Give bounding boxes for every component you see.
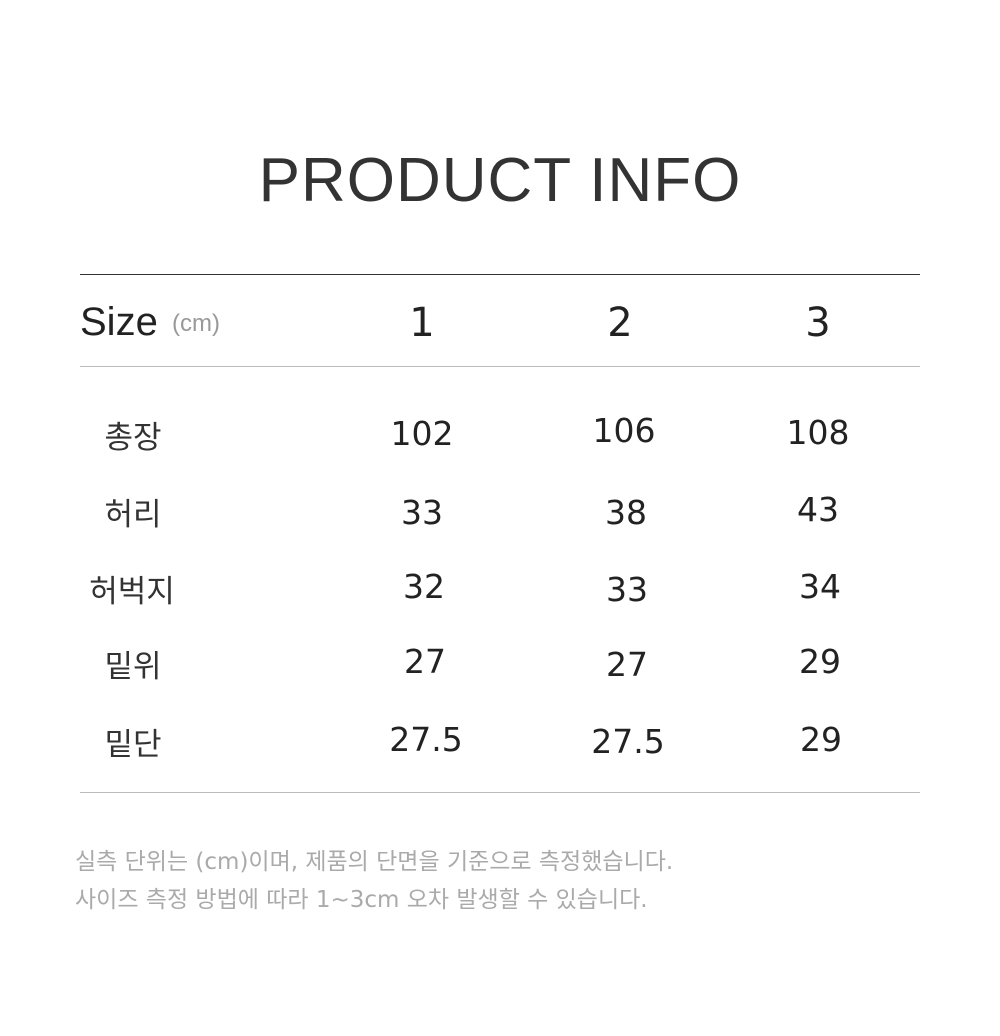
size-header-unit: (cm) <box>172 310 220 337</box>
table-cell: 108 <box>786 413 850 452</box>
size-header-label: Size <box>80 300 158 344</box>
tolerance-note: 사이즈 측정 방법에 따라 1~3cm 오차 발생할 수 있습니다. <box>75 887 648 913</box>
table-cell: 102 <box>390 414 454 453</box>
row-label: 허벅지 <box>89 574 175 610</box>
table-cell: 34 <box>799 567 841 606</box>
table-top-divider <box>80 274 920 275</box>
table-cell: 27.5 <box>591 722 665 761</box>
table-cell: 27.5 <box>389 720 463 759</box>
column-header-1: 1 <box>409 300 435 346</box>
page-title: PRODUCT INFO <box>258 146 742 215</box>
table-cell: 33 <box>606 570 648 609</box>
table-cell: 27 <box>606 645 648 684</box>
measurement-note: 실측 단위는 (cm)이며, 제품의 단면을 기준으로 측정했습니다. <box>75 849 674 875</box>
row-label: 총장 <box>104 420 162 456</box>
table-cell: 38 <box>605 493 647 532</box>
header-divider <box>80 366 920 367</box>
table-bottom-divider <box>80 792 920 793</box>
table-cell: 43 <box>797 490 839 529</box>
column-header-3: 3 <box>805 300 831 346</box>
table-cell: 29 <box>800 720 842 759</box>
table-cell: 33 <box>401 493 443 532</box>
table-cell: 32 <box>403 567 445 606</box>
table-cell: 29 <box>799 642 841 681</box>
row-label: 허리 <box>104 497 162 533</box>
row-label: 밑단 <box>104 727 162 763</box>
row-label: 밑위 <box>104 649 162 685</box>
table-cell: 27 <box>404 642 446 681</box>
table-cell: 106 <box>592 411 656 450</box>
column-header-2: 2 <box>607 300 633 346</box>
